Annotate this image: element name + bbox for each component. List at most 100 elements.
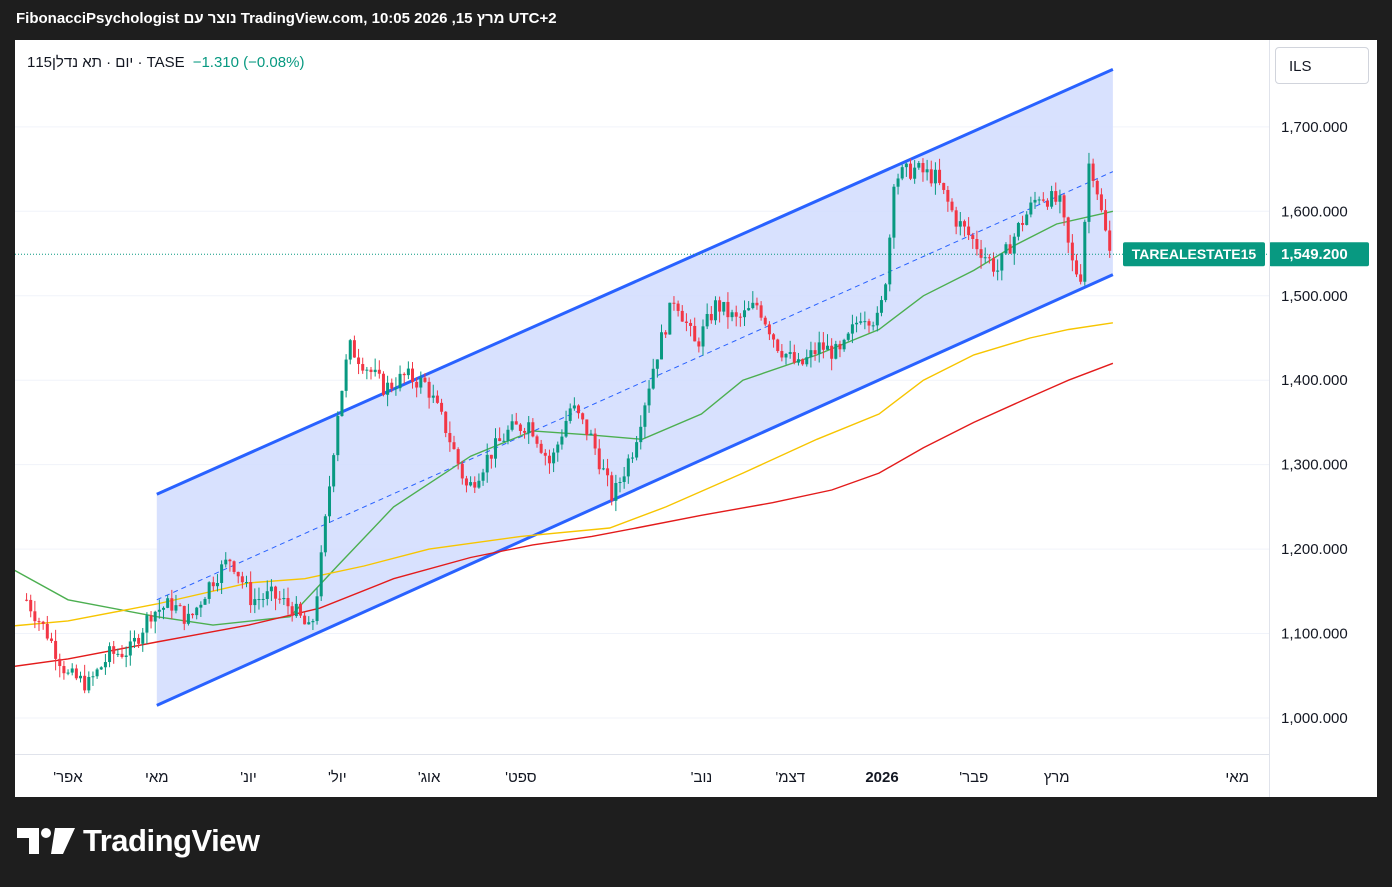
tradingview-logo[interactable]: TradingView — [17, 823, 260, 859]
candle-body — [489, 454, 493, 459]
candle-body — [809, 350, 813, 358]
candle-body — [1025, 214, 1029, 225]
candle-body — [145, 615, 149, 633]
candle-body — [41, 621, 45, 624]
candle-body — [240, 576, 244, 583]
x-tick-label: 'יונ — [240, 769, 257, 786]
candle-body — [888, 237, 892, 285]
candle-body — [1045, 200, 1049, 207]
candle-body — [45, 623, 49, 639]
candle-body — [510, 421, 514, 430]
candle-body — [660, 332, 664, 360]
candle-body — [755, 302, 759, 306]
y-tick-label: 1,200.000 — [1281, 541, 1348, 558]
candle-body — [83, 675, 87, 691]
price-chart[interactable]: 1,000.000 1,100.000 1,200.000 1,300.000 1,40… — [15, 40, 1377, 797]
candle-body — [186, 613, 190, 624]
price-axis-divider — [1269, 40, 1270, 797]
candle-body — [743, 310, 747, 318]
candle-body — [1083, 221, 1087, 282]
symbol-name[interactable]: 1יום · תא נדלן15 · TASE — [27, 54, 185, 71]
x-tick-label: 'דצמ — [775, 769, 805, 786]
candle-body — [352, 340, 356, 358]
y-tick-label: 1,700.000 — [1281, 119, 1348, 136]
candle-body — [709, 314, 713, 321]
candle-body — [842, 339, 846, 350]
candle-body — [415, 381, 419, 388]
candle-body — [162, 607, 166, 610]
candle-body — [643, 405, 647, 427]
x-tick-label: 'נוב — [691, 769, 713, 786]
candle-body — [294, 603, 298, 617]
candle-body — [664, 332, 668, 335]
candle-body — [689, 322, 693, 326]
candle-body — [332, 455, 336, 487]
candle-body — [784, 353, 788, 358]
candle-body — [543, 452, 547, 456]
candle-body — [568, 408, 572, 421]
y-tick-label: 1,400.000 — [1281, 372, 1348, 389]
candle-body — [33, 611, 37, 622]
currency-button[interactable]: ILS — [1275, 47, 1369, 84]
candle-body — [99, 667, 103, 670]
candle-body — [423, 377, 427, 382]
candle-body — [593, 433, 597, 449]
candle-body — [116, 653, 120, 655]
candle-body — [311, 621, 315, 623]
candle-body — [933, 169, 937, 184]
candle-body — [456, 449, 460, 464]
candle-body — [871, 325, 875, 327]
candle-body — [386, 382, 390, 395]
candle-body — [884, 284, 888, 301]
candle-body — [909, 163, 913, 179]
price-change: −1.310 (−0.08%) — [192, 54, 305, 71]
candle-body — [1099, 194, 1103, 211]
candle-body — [1041, 199, 1045, 201]
candle-body — [498, 438, 502, 442]
candle-body — [444, 411, 448, 434]
candle-body — [585, 419, 589, 436]
candle-body — [875, 312, 879, 326]
candle-body — [539, 443, 543, 453]
x-tick-label: 'אפר — [53, 769, 83, 786]
candle-body — [958, 221, 962, 227]
candle-body — [626, 458, 630, 477]
candle-body — [319, 552, 323, 597]
candle-body — [838, 343, 842, 350]
candle-body — [722, 301, 726, 312]
candle-body — [1054, 191, 1058, 202]
candle-body — [622, 476, 626, 483]
symbol-name-tag — [1123, 242, 1265, 267]
candle-body — [556, 444, 560, 453]
candle-body — [821, 342, 825, 350]
candle-body — [834, 343, 838, 359]
candle-body — [697, 341, 701, 347]
candle-body — [460, 463, 464, 479]
candle-body — [635, 442, 639, 458]
candle-body — [705, 314, 709, 327]
candle-body — [1091, 163, 1095, 181]
candle-body — [1062, 195, 1066, 218]
candle-body — [54, 640, 58, 659]
candle-body — [228, 559, 232, 562]
symbol-legend[interactable]: 1יום · תא נדלן15 · TASE −1.310 (−0.08%) — [27, 54, 304, 71]
candle-body — [191, 613, 195, 616]
candle-body — [137, 637, 141, 644]
chart-frame[interactable]: 1,000.000 1,100.000 1,200.000 1,300.000 1,40… — [15, 40, 1377, 797]
candle-body — [340, 390, 344, 417]
candle-body — [1029, 202, 1033, 215]
candle-body — [203, 598, 207, 605]
candle-body — [406, 368, 410, 376]
candle-body — [701, 326, 705, 347]
candle-body — [315, 596, 319, 622]
candle-body — [859, 321, 863, 323]
symbol-name-tag-text: TAREALESTATE15 — [1132, 246, 1257, 262]
candle-body — [772, 334, 776, 340]
candle-body — [730, 312, 734, 318]
candle-body — [149, 615, 153, 622]
candle-body — [394, 388, 398, 390]
candle-body — [166, 598, 170, 608]
candle-body — [983, 257, 987, 259]
candle-body — [1021, 223, 1025, 225]
candle-body — [95, 669, 99, 677]
